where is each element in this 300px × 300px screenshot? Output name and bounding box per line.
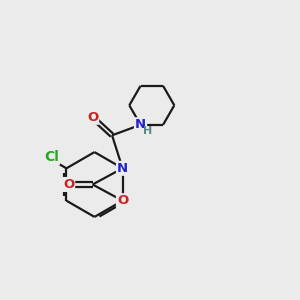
Text: O: O — [87, 111, 98, 124]
Text: O: O — [63, 178, 74, 191]
Text: H: H — [142, 126, 152, 136]
Text: O: O — [117, 194, 128, 207]
Text: N: N — [135, 118, 146, 131]
Text: N: N — [117, 162, 128, 175]
Text: Cl: Cl — [44, 150, 59, 164]
